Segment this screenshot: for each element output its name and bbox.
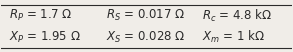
Text: $X_P$ = 1.95 $\Omega$: $X_P$ = 1.95 $\Omega$ <box>9 30 81 45</box>
Text: $R_c$ = 4.8 k$\Omega$: $R_c$ = 4.8 k$\Omega$ <box>202 8 272 24</box>
Text: $X_S$ = 0.028 $\Omega$: $X_S$ = 0.028 $\Omega$ <box>106 30 185 45</box>
Text: $R_S$ = 0.017 $\Omega$: $R_S$ = 0.017 $\Omega$ <box>106 8 185 23</box>
Text: $R_P$ = 1.7 $\Omega$: $R_P$ = 1.7 $\Omega$ <box>9 8 72 23</box>
Text: $X_m$ = 1 k$\Omega$: $X_m$ = 1 k$\Omega$ <box>202 29 265 45</box>
